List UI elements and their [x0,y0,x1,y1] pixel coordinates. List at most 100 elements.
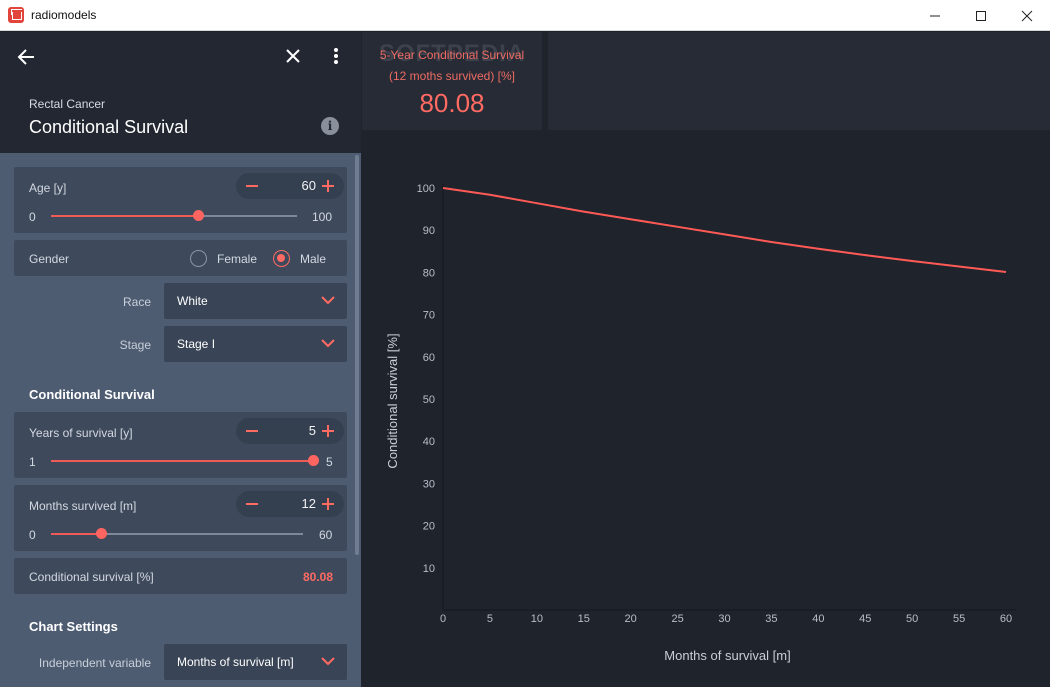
x-tick-label: 15 [578,613,590,625]
more-vertical-icon [334,48,338,64]
years-min: 1 [29,455,36,469]
x-tick-label: 10 [531,613,543,625]
back-button[interactable] [14,45,38,69]
panel-header [0,32,361,153]
y-tick-label: 40 [423,436,435,448]
arrow-left-icon [17,49,34,65]
summary-label-line1: 5-Year Conditional Survival [379,48,525,62]
y-tick-label: 30 [423,478,435,490]
close-icon [286,49,300,63]
y-tick-label: 90 [423,225,435,237]
months-stepper: 12 [236,491,344,517]
info-icon[interactable]: i [321,117,339,135]
age-decrement-button[interactable] [242,176,262,196]
gender-female-radio[interactable] [190,250,207,267]
months-max: 60 [319,528,333,542]
window-title: radiomodels [31,8,97,22]
conditional-section-title: Conditional Survival [29,387,155,402]
gender-card [14,240,347,276]
independent-variable-select[interactable]: Months of survival [m] [164,644,347,680]
age-slider-thumb[interactable] [193,210,205,221]
y-tick-label: 70 [423,310,435,322]
minimize-button[interactable] [912,0,958,31]
age-increment-button[interactable] [318,176,338,196]
years-decrement-button[interactable] [242,421,262,441]
years-max: 5 [326,455,333,469]
more-menu-button[interactable] [326,45,346,67]
years-slider-thumb[interactable] [307,455,319,466]
result-card [14,558,347,594]
years-increment-button[interactable] [318,421,338,441]
x-tick-label: 0 [440,613,446,625]
months-slider-fill [51,533,102,535]
chart-settings-title: Chart Settings [29,619,118,634]
race-value: White [177,294,208,308]
x-tick-label: 30 [718,613,730,625]
x-tick-label: 40 [812,613,824,625]
title-bar: radiomodels [0,0,1050,31]
maximize-icon [976,10,986,21]
empty-tile [548,32,1050,130]
app-logo-icon [8,7,24,23]
x-tick-label: 45 [859,613,871,625]
y-tick-label: 20 [423,521,435,533]
close-window-button[interactable] [1004,0,1050,31]
months-label: Months survived [m] [29,499,137,513]
independent-variable-value: Months of survival [m] [177,655,294,669]
months-increment-button[interactable] [318,494,338,514]
x-tick-label: 20 [625,613,637,625]
y-tick-label: 50 [423,394,435,406]
years-value[interactable]: 5 [308,423,316,438]
summary-tile [362,32,542,130]
x-axis-label: Months of survival [m] [664,648,790,663]
y-axis-label: Conditional survival [%] [385,333,400,468]
minus-icon [246,503,258,505]
y-tick-label: 10 [423,563,435,575]
years-stepper: 5 [236,418,344,444]
chevron-down-icon [321,657,335,666]
years-slider-fill [51,460,313,462]
chevron-down-icon [321,339,335,348]
months-decrement-button[interactable] [242,494,262,514]
months-value[interactable]: 12 [301,496,316,511]
result-label: Conditional survival [%] [29,570,154,584]
page-title: Conditional Survival [29,117,189,137]
months-slider-thumb[interactable] [95,528,107,539]
minus-icon [246,185,258,187]
minus-icon [246,430,258,432]
model-subtitle: Rectal Cancer [29,97,106,111]
plus-icon [322,425,334,437]
race-select[interactable]: White [164,283,347,319]
gender-female-label[interactable]: Female [217,252,258,266]
stage-value: Stage I [177,337,216,351]
age-max: 100 [312,210,333,224]
plus-icon [322,180,334,192]
years-label: Years of survival [y] [29,426,133,440]
survival-line [442,187,1007,273]
panel-scrollbar[interactable] [355,155,359,555]
age-stepper: 60 [236,173,344,199]
independent-variable-label: Independent variable [38,656,151,670]
age-value[interactable]: 60 [301,178,316,193]
gender-male-radio[interactable] [273,250,290,267]
months-slider-track[interactable] [51,533,303,535]
maximize-button[interactable] [958,0,1004,31]
x-tick-label: 60 [1000,613,1012,625]
close-panel-button[interactable] [282,45,304,67]
age-slider-fill [51,215,199,217]
race-label: Race [122,295,151,309]
gender-label: Gender [29,252,70,266]
minimize-icon [930,15,940,16]
summary-value: 80.08 [419,88,485,118]
x-tick-label: 50 [906,613,918,625]
x-tick-label: 55 [953,613,965,625]
months-min: 0 [29,528,36,542]
age-min: 0 [29,210,36,224]
x-tick-label: 5 [487,613,493,625]
x-tick-label: 35 [765,613,777,625]
summary-label-line2: (12 moths survived) [%] [388,69,516,83]
y-tick-label: 100 [417,183,435,195]
stage-select[interactable]: Stage I [164,326,347,362]
gender-male-label[interactable]: Male [300,252,327,266]
x-tick-label: 25 [671,613,683,625]
